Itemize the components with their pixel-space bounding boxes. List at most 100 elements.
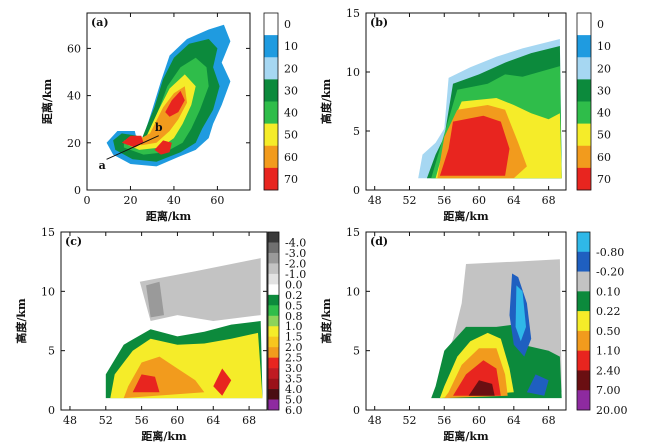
colorbar-label: 2.0 — [285, 341, 303, 354]
colorbar-label: 2.40 — [596, 364, 621, 377]
colorbar-segment — [268, 357, 279, 369]
colorbar-label: 0.10 — [596, 285, 621, 298]
colorbar-segment — [264, 101, 278, 124]
x-axis-label: 距离/km — [443, 209, 489, 223]
colorbar-segment — [264, 57, 278, 80]
panel-a: 0 20 40 60 0 20 40 60 距离/km 距离/km (a) a b 0 10 20 30 40 50… — [40, 12, 298, 223]
colorbar-label: 40 — [284, 107, 298, 120]
y-tick-label: 10 — [346, 66, 360, 79]
x-tick-label: 64 — [206, 414, 220, 427]
colorbar-segment — [268, 232, 279, 243]
kdp-section — [431, 259, 562, 399]
colorbar-segment — [577, 251, 590, 272]
panel-label: (a) — [91, 16, 109, 29]
colorbar-label: 20 — [284, 62, 298, 75]
colorbar-segment — [577, 145, 591, 169]
colorbar-segment — [264, 145, 278, 169]
colorbar-segment — [268, 378, 279, 390]
colorbar-segment — [577, 167, 591, 191]
colorbar-segment — [577, 57, 591, 80]
colorbar-label: 3.0 — [285, 362, 303, 375]
x-axis-label: 距离/km — [443, 429, 489, 443]
y-axis-label: 高度/km — [14, 298, 28, 344]
colorbar-label: 6.0 — [285, 404, 303, 417]
colorbar-segment — [577, 79, 591, 102]
colorbar-segment — [268, 336, 279, 348]
y-tick-label: 5 — [353, 345, 360, 358]
y-tick-label: 5 — [48, 345, 55, 358]
y-tick-label: 15 — [41, 226, 55, 239]
colorbar-label: 70 — [284, 173, 298, 186]
colorbar-segment — [577, 370, 590, 391]
colorbar-label: 0.50 — [596, 325, 621, 338]
kdp-blue-2 — [526, 374, 549, 396]
colorbar-label: -4.0 — [285, 236, 306, 249]
panel-label: (d) — [370, 235, 388, 248]
colorbar-segment — [268, 263, 279, 275]
colorbar-label: 5.0 — [285, 394, 303, 407]
x-tick-label: 48 — [368, 414, 382, 427]
colorbar-segment — [577, 35, 591, 58]
colorbar-label: 1.10 — [596, 345, 621, 358]
colorbar-label: 0.5 — [285, 299, 303, 312]
colorbar-label: 10 — [284, 40, 298, 53]
x-tick-label: 20 — [123, 194, 137, 207]
colorbar-label: 0.8 — [285, 310, 303, 323]
x-tick-label: 56 — [437, 414, 451, 427]
x-tick-label: 60 — [472, 414, 486, 427]
annotation-b: b — [155, 121, 163, 134]
colorbar-segment — [268, 368, 279, 379]
colorbar-frame — [267, 231, 280, 411]
colorbar-label: 50 — [597, 129, 611, 142]
y-tick-label: 15 — [346, 7, 360, 20]
x-tick-label: 48 — [63, 414, 77, 427]
colorbar-segment — [577, 350, 590, 371]
colorbar-label: 1.0 — [285, 320, 303, 333]
y-tick-label: 40 — [67, 90, 81, 103]
colorbar-segment — [264, 123, 278, 147]
colorbar-segment — [577, 311, 590, 332]
colorbar-label: 60 — [597, 151, 611, 164]
colorbar-label: 50 — [284, 129, 298, 142]
colorbar-segment — [264, 35, 278, 58]
colorbar-label: 60 — [284, 151, 298, 164]
colorbar-label: 0 — [284, 18, 291, 31]
x-tick-label: 68 — [542, 414, 556, 427]
colorbar-label: 30 — [284, 84, 298, 97]
x-axis-label: 距离/km — [141, 429, 187, 443]
plot-frame — [365, 12, 567, 191]
x-tick-label: 52 — [402, 194, 416, 207]
zdr-grey — [139, 258, 261, 321]
panel-label: (c) — [65, 235, 82, 248]
colorbar-segment — [577, 123, 591, 147]
kdp-darkred — [468, 380, 495, 396]
colorbar-segment — [264, 167, 278, 191]
x-tick-label: 56 — [437, 194, 451, 207]
x-tick-label: 40 — [167, 194, 181, 207]
colorbar-segment — [268, 305, 279, 317]
panel-label: (b) — [370, 16, 388, 29]
colorbar-label: 4.0 — [285, 383, 303, 396]
colorbar-segment — [577, 232, 590, 253]
colorbar-label: -2.0 — [285, 257, 306, 270]
colorbar-label: 0.0 — [285, 278, 303, 291]
colorbar-label: 30 — [597, 84, 611, 97]
y-axis-label: 高度/km — [319, 79, 333, 125]
y-axis-label: 高度/km — [319, 298, 333, 344]
colorbar-segment — [577, 291, 590, 312]
echo-yellow-2 — [531, 152, 549, 179]
x-tick-label: 48 — [368, 194, 382, 207]
colorbar-frame — [263, 12, 279, 191]
x-tick-label: 52 — [99, 414, 113, 427]
plot-frame — [86, 12, 251, 191]
zdr-section — [105, 258, 263, 399]
panel-b: 48 52 56 60 64 68 0 5 10 15 距离/km 高度/km (b) 0 10 20 30 40… — [319, 7, 611, 223]
colorbar-label: 70 — [597, 173, 611, 186]
colorbar-label: 0.2 — [285, 289, 303, 302]
y-tick-label: 0 — [48, 404, 55, 417]
y-tick-label: 0 — [353, 184, 360, 197]
colorbar-segment — [268, 326, 279, 338]
y-tick-label: 20 — [67, 137, 81, 150]
colorbar-label: 10 — [597, 40, 611, 53]
